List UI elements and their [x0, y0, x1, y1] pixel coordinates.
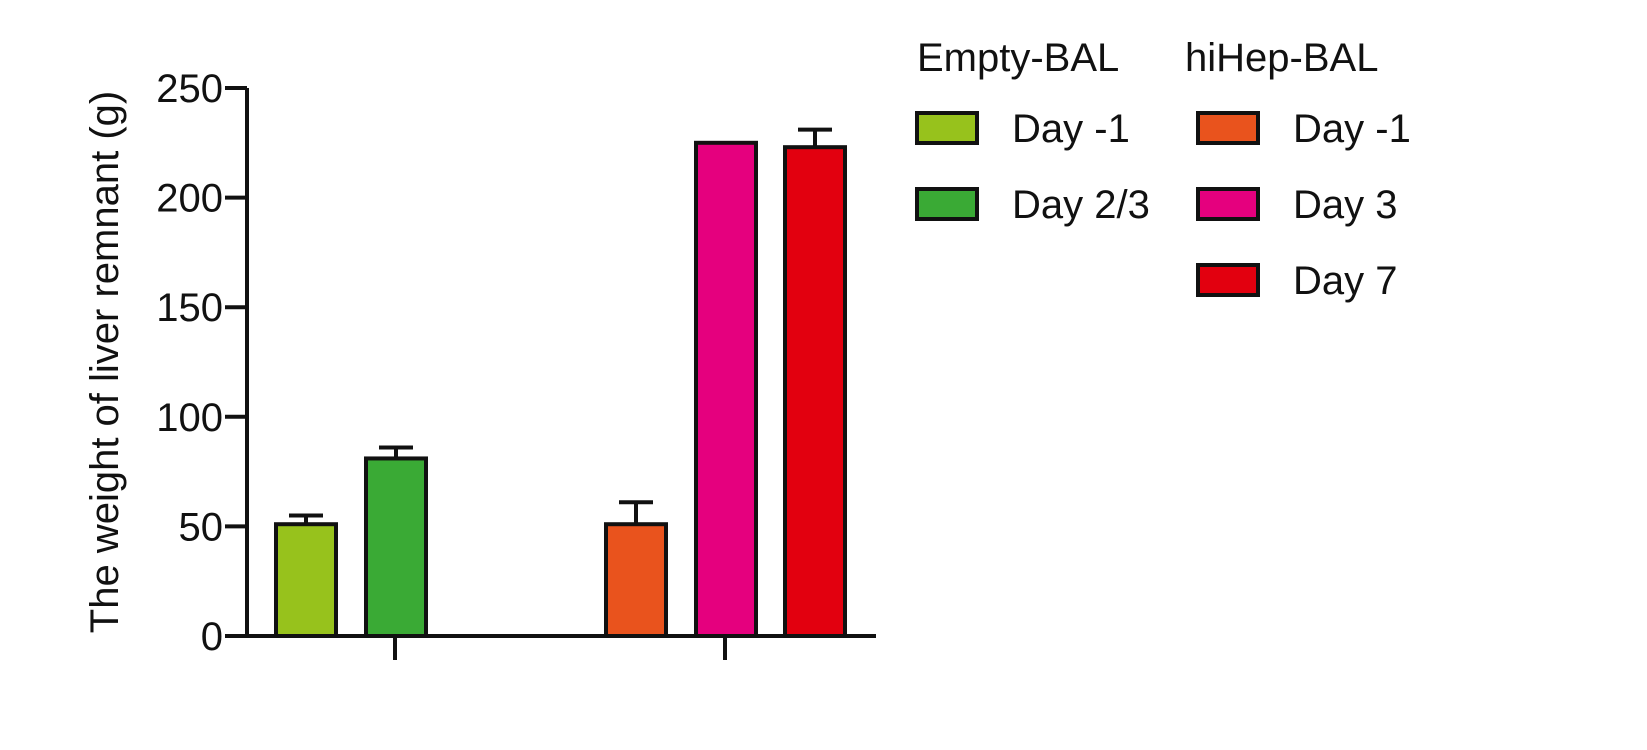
bar-empty-bal-day-2-3: [364, 456, 428, 638]
y-tick-label: 0: [201, 615, 223, 659]
y-axis-ticks: 0 50 100 150 200 250: [156, 67, 247, 659]
legend-heading-hihep-bal: hiHep-BAL: [1185, 36, 1378, 80]
y-tick-label: 200: [156, 177, 223, 221]
legend-swatch-hihep-bal-day-1: [1196, 111, 1260, 145]
y-tick-label: 250: [156, 67, 223, 111]
legend-swatch-hihep-bal-day-3: [1196, 187, 1260, 221]
legend-label-hihep-bal-day-3: Day 3: [1293, 183, 1398, 227]
y-tick-label: 150: [156, 286, 223, 330]
bar-hihep-bal-day-1: [604, 522, 668, 639]
y-tick-label: 100: [156, 396, 223, 440]
legend-label-empty-bal-day-2-3: Day 2/3: [1012, 183, 1150, 227]
legend-label-empty-bal-day-1: Day -1: [1012, 107, 1130, 151]
legend-label-hihep-bal-day-7: Day 7: [1293, 259, 1398, 303]
legend: Empty-BAL hiHep-BAL Day -1 Day 2/3 Day -1 D…: [915, 36, 1411, 303]
bar-empty-bal-day-1: [274, 522, 338, 639]
bar-hihep-bal-day-7: [783, 145, 847, 639]
bars: [274, 127, 847, 639]
legend-swatch-hihep-bal-day-7: [1196, 263, 1260, 297]
legend-swatch-empty-bal-day-1: [915, 111, 979, 145]
y-tick-label: 50: [179, 505, 224, 549]
legend-label-hihep-bal-day-1: Day -1: [1293, 107, 1411, 151]
legend-heading-empty-bal: Empty-BAL: [917, 36, 1119, 80]
y-axis-title: The weight of liver remnant (g): [83, 91, 127, 633]
axes: The weight of liver remnant (g): [83, 88, 876, 660]
bar-hihep-bal-day-3: [694, 140, 758, 639]
legend-swatch-empty-bal-day-2-3: [915, 187, 979, 221]
